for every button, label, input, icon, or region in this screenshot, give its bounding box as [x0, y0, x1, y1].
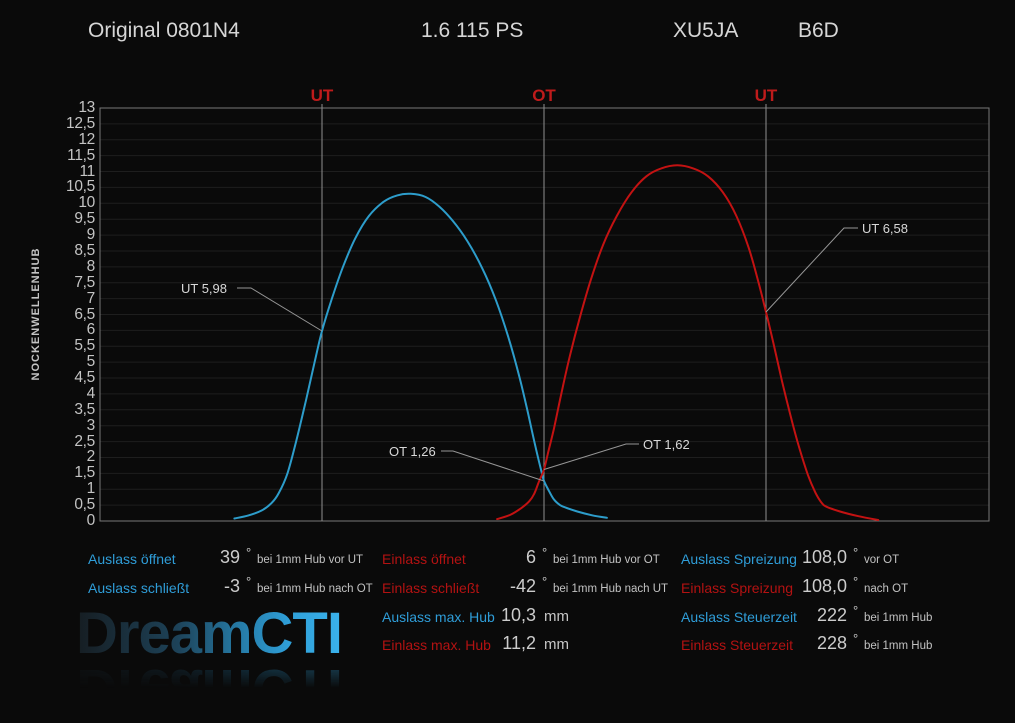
y-tick-label: 5,5 [74, 337, 95, 355]
y-tick-label: 1,5 [74, 464, 95, 482]
y-tick-label: 4 [86, 384, 96, 402]
annotation-leader-line [237, 287, 323, 332]
y-tick-label: 5 [86, 353, 96, 371]
degree-symbol: ° [246, 573, 252, 589]
y-tick-label: 7 [86, 289, 96, 307]
table-note: bei 1mm Hub nach OT [257, 582, 373, 595]
lift-curve-auslass [233, 192, 608, 520]
table-note: nach OT [864, 582, 909, 595]
y-tick-label: 4,5 [74, 369, 95, 387]
title-head-code: B6D [798, 19, 839, 42]
y-tick-label: 13 [78, 99, 95, 116]
y-tick-label: 8,5 [74, 241, 95, 259]
table-note: bei 1mm Hub vor OT [553, 554, 660, 566]
dreamcti-cam-diagram-screen: { "header": { "variant": "Original 0801N… [30, 19, 990, 722]
degree-symbol: ° [853, 602, 859, 618]
table-label-auslass-schlie-t: Auslass schließt [88, 579, 190, 596]
y-tick-label: 3 [86, 416, 96, 434]
table-label-einlass-steuerzeit: Einlass Steuerzeit [681, 637, 794, 654]
table-value: -3 [223, 575, 240, 596]
table-value: 10,3 [500, 604, 536, 625]
annotation-label: OT 1,26 [389, 444, 436, 459]
dreamcti-logo-reflection: DreamCTI [76, 657, 342, 722]
y-tick-label: 12 [78, 130, 95, 148]
degree-symbol: ° [853, 631, 859, 647]
table-label-auslass-steuerzeit: Auslass Steuerzeit [681, 608, 797, 625]
y-tick-label: 6 [86, 321, 96, 339]
table-label-einlass-spreizung: Einlass Spreizung [681, 579, 794, 596]
table-note: bei 1mm Hub [864, 611, 933, 624]
title-engine: 1.6 115 PS [421, 19, 524, 42]
degree-symbol: ° [853, 545, 859, 560]
annotation-label: OT 1,62 [643, 437, 690, 452]
x-marker-label-ut: UT [754, 86, 778, 105]
y-tick-label: 6,5 [74, 305, 95, 323]
y-tick-label: 0,5 [74, 496, 95, 514]
y-tick-label: 7,5 [74, 273, 95, 291]
table-note: bei 1mm Hub [864, 640, 933, 653]
y-axis-title: NOCKENWELLENHUB [30, 247, 42, 381]
table-value: 108,0 [801, 575, 847, 596]
table-label-auslass-max-hub: Auslass max. Hub [382, 608, 495, 625]
y-tick-label: 10 [78, 194, 95, 212]
annotation-leader-line [441, 450, 545, 482]
y-tick-label: 2,5 [74, 432, 95, 450]
degree-symbol: ° [542, 573, 548, 589]
title-variant: Original 0801N4 [88, 19, 240, 42]
degree-symbol: ° [853, 573, 859, 589]
table-note: vor OT [864, 554, 900, 566]
y-tick-label: 1 [86, 480, 96, 498]
table-label-einlass-max-hub: Einlass max. Hub [382, 637, 491, 654]
table-label-auslass-spreizung: Auslass Spreizung [681, 551, 797, 567]
table-value: 222 [816, 604, 847, 625]
y-tick-label: 12,5 [66, 114, 95, 132]
y-tick-label: 2 [86, 448, 96, 466]
y-tick-label: 11 [79, 162, 96, 180]
annotation-label: UT 5,98 [181, 281, 228, 296]
annotation-leader-line [765, 227, 858, 313]
dreamcti-logo: DreamCTI [76, 601, 343, 666]
y-tick-label: 11,5 [67, 146, 95, 164]
title-engine-code: XU5JA [673, 19, 739, 42]
y-tick-label: 9 [86, 226, 96, 244]
y-tick-label: 0 [86, 512, 96, 529]
table-value: 6 [525, 547, 536, 567]
table-note: bei 1mm Hub vor UT [257, 554, 364, 566]
table-value: 39 [219, 547, 240, 567]
annotation-leader-line [543, 443, 639, 470]
table-value: -42 [509, 575, 536, 596]
table-value: 11,2 [502, 633, 536, 654]
table-label-auslass-ffnet: Auslass öffnet [88, 551, 176, 567]
table-unit-mm: mm [544, 607, 569, 625]
y-tick-label: 3,5 [74, 400, 95, 418]
table-unit-mm: mm [544, 636, 569, 654]
degree-symbol: ° [542, 545, 548, 560]
annotation-label: UT 6,58 [862, 221, 909, 236]
table-value: 228 [816, 633, 847, 654]
table-note: bei 1mm Hub nach UT [553, 582, 669, 595]
table-value: 108,0 [801, 547, 847, 567]
y-tick-label: 9,5 [74, 210, 95, 228]
cam-lift-chart [99, 104, 990, 522]
table-label-einlass-schlie-t: Einlass schließt [382, 579, 480, 596]
x-marker-label-ut: UT [310, 86, 334, 105]
degree-symbol: ° [246, 545, 252, 560]
table-label-einlass-ffnet: Einlass öffnet [382, 551, 466, 567]
y-tick-label: 10,5 [66, 178, 95, 196]
y-tick-label: 8 [86, 257, 96, 275]
x-marker-label-ot: OT [532, 86, 556, 105]
